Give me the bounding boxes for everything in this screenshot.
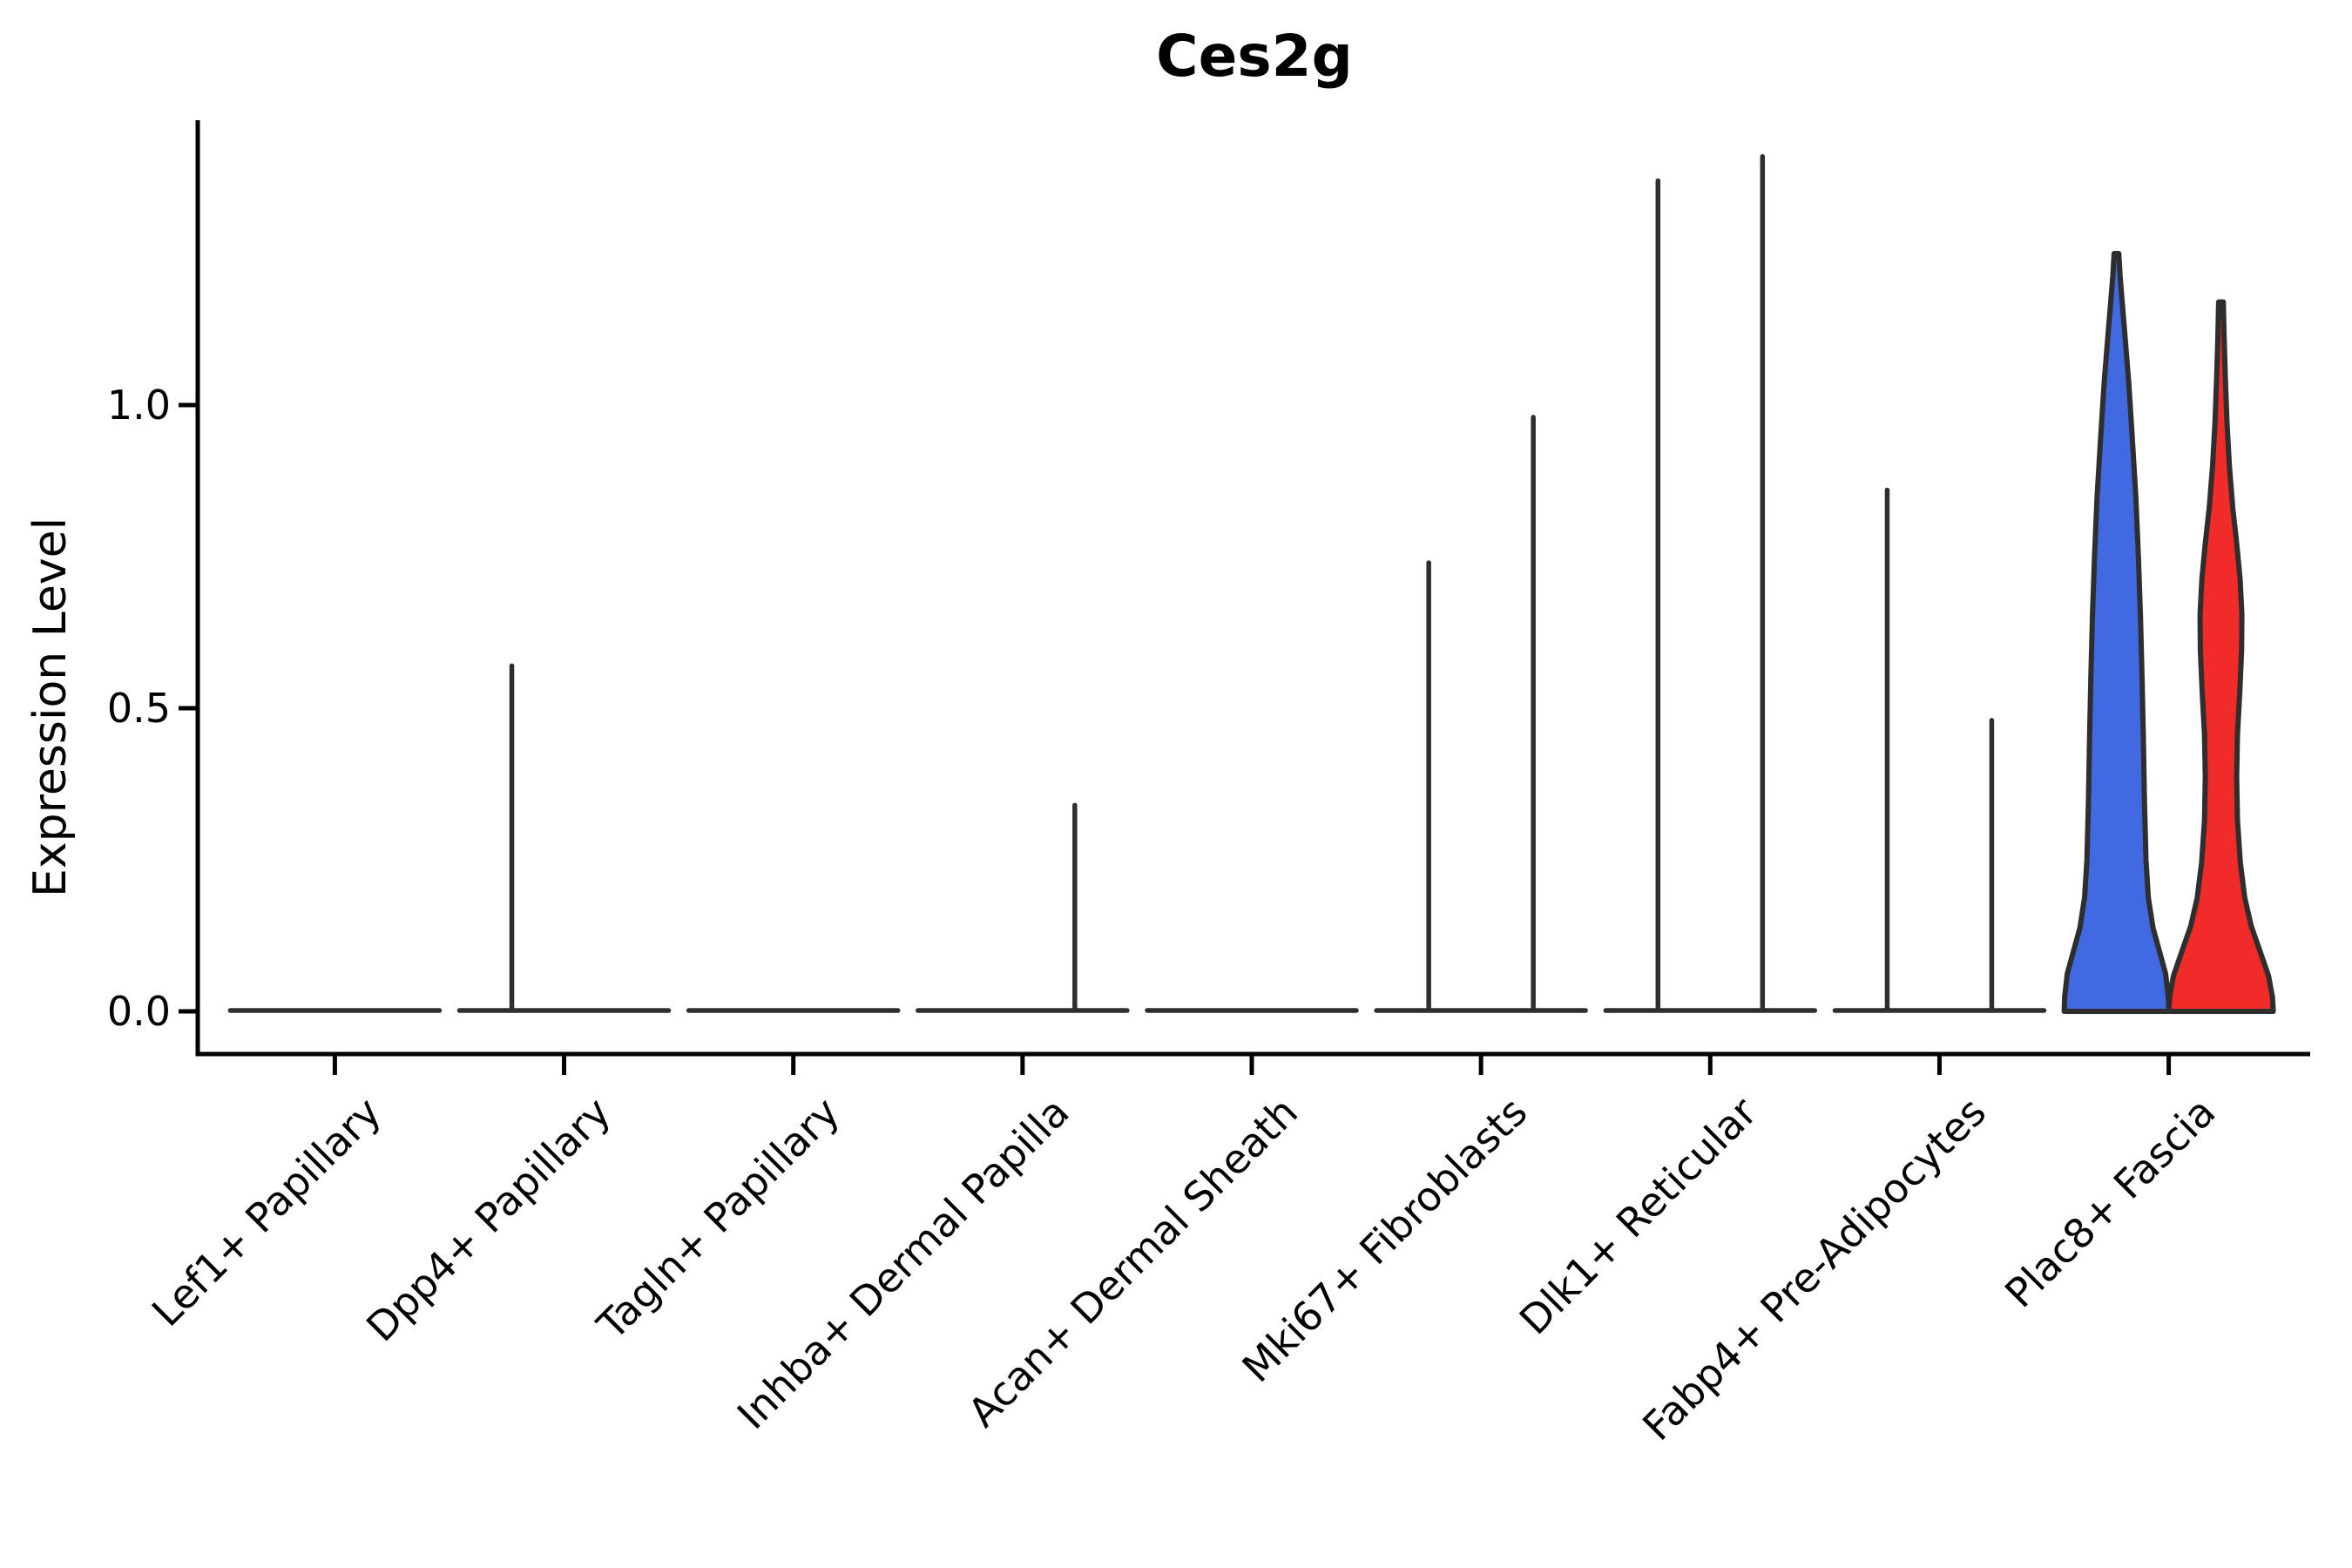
- chart-title: Ces2g: [1156, 23, 1353, 90]
- violin-left: [2061, 251, 2172, 1014]
- y-tick-label: 1.0: [106, 382, 171, 429]
- y-tick-label: 0.0: [106, 988, 171, 1035]
- violin-right: [2166, 299, 2276, 1014]
- y-tick-label: 0.5: [106, 685, 171, 732]
